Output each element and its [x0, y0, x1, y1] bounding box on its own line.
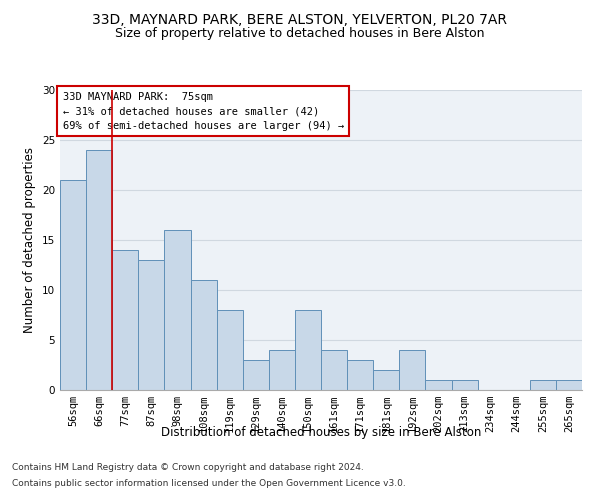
Bar — [164, 230, 191, 390]
Text: Distribution of detached houses by size in Bere Alston: Distribution of detached houses by size … — [161, 426, 481, 439]
Text: 33D MAYNARD PARK:  75sqm
← 31% of detached houses are smaller (42)
69% of semi-d: 33D MAYNARD PARK: 75sqm ← 31% of detache… — [62, 92, 344, 131]
Text: Contains HM Land Registry data © Crown copyright and database right 2024.: Contains HM Land Registry data © Crown c… — [12, 464, 364, 472]
Bar — [269, 350, 295, 390]
Bar — [530, 380, 556, 390]
Text: Contains public sector information licensed under the Open Government Licence v3: Contains public sector information licen… — [12, 478, 406, 488]
Y-axis label: Number of detached properties: Number of detached properties — [23, 147, 37, 333]
Bar — [425, 380, 452, 390]
Bar — [191, 280, 217, 390]
Bar — [139, 260, 164, 390]
Bar — [112, 250, 139, 390]
Bar — [242, 360, 269, 390]
Text: 33D, MAYNARD PARK, BERE ALSTON, YELVERTON, PL20 7AR: 33D, MAYNARD PARK, BERE ALSTON, YELVERTO… — [92, 12, 508, 26]
Bar — [556, 380, 582, 390]
Bar — [217, 310, 243, 390]
Bar — [373, 370, 400, 390]
Bar — [400, 350, 425, 390]
Bar — [321, 350, 347, 390]
Bar — [295, 310, 321, 390]
Bar — [86, 150, 112, 390]
Bar — [60, 180, 86, 390]
Bar — [452, 380, 478, 390]
Bar — [347, 360, 373, 390]
Text: Size of property relative to detached houses in Bere Alston: Size of property relative to detached ho… — [115, 28, 485, 40]
